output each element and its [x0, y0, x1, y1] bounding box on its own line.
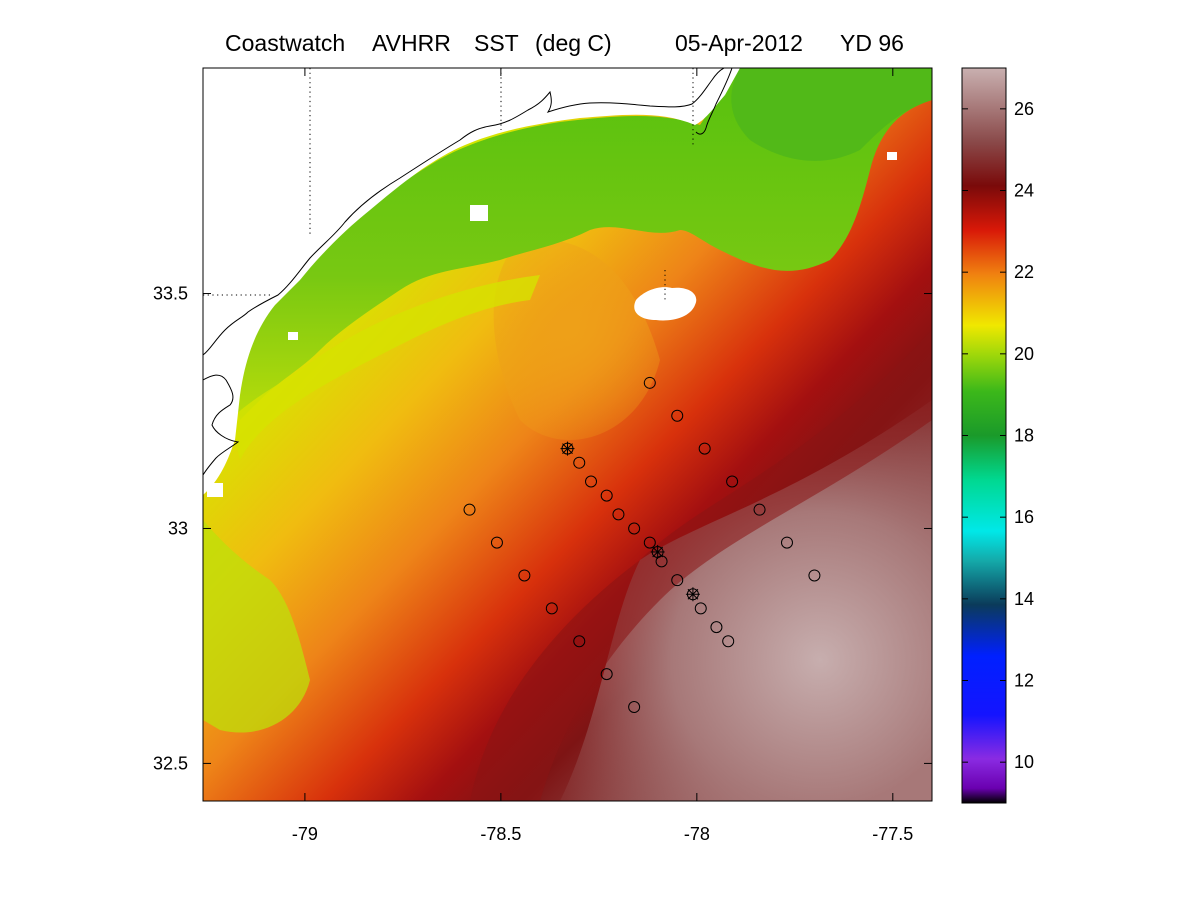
station-marker	[655, 555, 668, 568]
colorbar-ramp	[961, 67, 1007, 804]
title-units: (deg C)	[535, 30, 612, 56]
station-marker	[671, 409, 684, 422]
colorbar-tick-label: 18	[1014, 426, 1034, 446]
y-tick-label: 33.5	[153, 284, 188, 304]
title-date: 05-Apr-2012	[675, 30, 803, 56]
station-marker	[573, 456, 586, 469]
station-marker	[726, 475, 739, 488]
title-variable: SST	[474, 30, 519, 56]
station-marker	[722, 635, 735, 648]
title-yearday: YD 96	[840, 30, 904, 56]
station-marker	[545, 602, 558, 615]
colorbar-tick-label: 16	[1014, 507, 1034, 527]
station-marker	[490, 536, 503, 549]
station-marker-star	[685, 587, 700, 602]
station-marker	[585, 475, 598, 488]
shelf-green-water	[230, 68, 932, 420]
warm-gulfstream-core	[560, 400, 932, 801]
station-marker	[710, 621, 723, 634]
title-source: Coastwatch	[225, 30, 345, 56]
colorbar-tick-label: 10	[1014, 752, 1034, 772]
cloud-gap-5	[207, 483, 223, 497]
colorbar-ticks: 10 12 14 16 18 20 22 24 26	[962, 99, 1034, 772]
southwest-green-patch	[203, 520, 310, 733]
y-tick-label: 33	[168, 518, 188, 538]
station-marker	[600, 489, 613, 502]
station-marker	[694, 602, 707, 615]
station-marker	[753, 503, 766, 516]
land-mask	[203, 68, 740, 495]
station-marker	[780, 536, 793, 549]
sst-map: -79 -78.5 -78 -77.5 33.5 33 32.5	[153, 67, 933, 844]
x-tick-label: -78	[684, 824, 710, 844]
station-marker	[643, 536, 656, 549]
y-tick-label: 32.5	[153, 753, 188, 773]
colorbar-tick-label: 22	[1014, 262, 1034, 282]
northeast-green-patch	[731, 68, 932, 161]
colorbar-tick-label: 26	[1014, 99, 1034, 119]
graticule	[203, 68, 694, 300]
coastal-yellow-band	[230, 275, 540, 460]
station-marker-star	[560, 441, 575, 456]
x-axis-ticks: -79 -78.5 -78 -77.5	[292, 68, 913, 844]
coastline	[203, 68, 733, 476]
dark-red-front	[470, 330, 932, 801]
cloud-gap-3	[887, 152, 897, 160]
station-marker	[808, 569, 821, 582]
station-marker	[612, 508, 625, 521]
station-marker	[518, 569, 531, 582]
colorbar-tick-label: 12	[1014, 671, 1034, 691]
station-marker	[628, 701, 641, 714]
orange-tongue	[493, 238, 660, 440]
map-frame	[202, 67, 933, 802]
station-marker	[643, 376, 656, 389]
colorbar-tick-label: 14	[1014, 589, 1034, 609]
sst-field	[203, 68, 932, 801]
colorbar-tick-label: 20	[1014, 344, 1034, 364]
x-tick-label: -78.5	[480, 824, 521, 844]
station-marker	[628, 522, 641, 535]
y-axis-ticks: 33.5 33 32.5	[153, 284, 932, 773]
figure-title: Coastwatch AVHRR SST (deg C) 05-Apr-2012…	[225, 30, 904, 56]
station-marker	[600, 668, 613, 681]
cloud-gap-2	[470, 205, 488, 221]
colorbar: 10 12 14 16 18 20 22 24 26	[961, 67, 1034, 804]
title-sensor: AVHRR	[372, 30, 451, 56]
station-marker	[698, 442, 711, 455]
x-tick-label: -79	[292, 824, 318, 844]
colorbar-tick-label: 24	[1014, 181, 1034, 201]
station-marker	[573, 635, 586, 648]
station-marker	[671, 574, 684, 587]
cloud-gap-4	[288, 332, 298, 340]
x-tick-label: -77.5	[872, 824, 913, 844]
station-markers	[463, 376, 821, 714]
station-marker	[463, 503, 476, 516]
station-marker-star	[650, 544, 665, 559]
cloud-gap-1	[634, 287, 697, 321]
